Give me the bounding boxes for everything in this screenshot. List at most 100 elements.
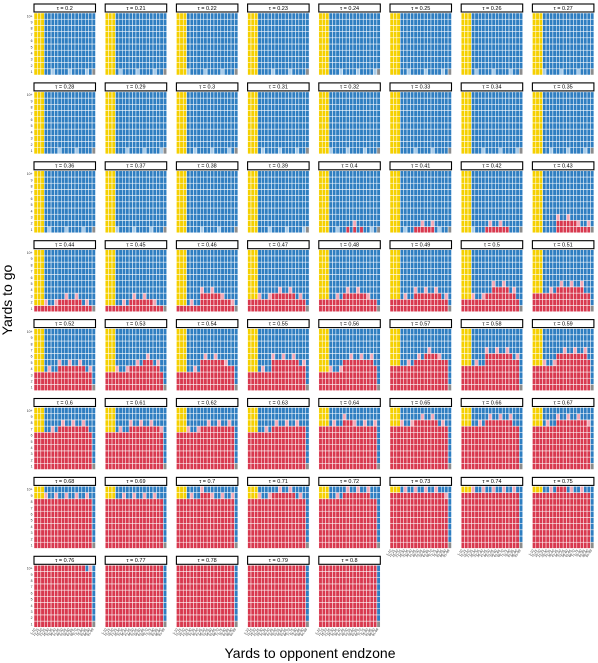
heatmap-tile (37, 141, 42, 148)
heatmap-tile (220, 128, 225, 136)
heatmap-tile (291, 170, 296, 178)
heatmap-tile (234, 189, 239, 196)
heatmap-tile (373, 49, 378, 57)
heatmap-tile (142, 25, 147, 32)
heatmap-tile (135, 135, 140, 142)
heatmap-tile (495, 31, 500, 39)
heatmap-tile (264, 43, 269, 51)
heatmap-tile (67, 135, 72, 142)
heatmap-tile (156, 43, 161, 51)
heatmap-tile (47, 268, 52, 275)
heatmap-tile (532, 226, 537, 234)
heatmap-tile (556, 226, 560, 234)
heatmap-tile (423, 31, 428, 39)
facet-strip (247, 3, 310, 13)
heatmap-tile (128, 110, 133, 117)
heatmap-tile (111, 147, 116, 155)
heatmap-tile (512, 147, 517, 155)
heatmap-tile (196, 274, 201, 281)
heatmap-tile (484, 201, 489, 209)
heatmap-tile (573, 18, 578, 26)
heatmap-tile (464, 226, 469, 234)
heatmap-tile (44, 274, 48, 281)
heatmap-tile (532, 49, 537, 57)
heatmap-tile (556, 12, 560, 20)
heatmap-tile (118, 56, 123, 63)
heatmap-tile (545, 220, 550, 227)
heatmap-tile (427, 122, 432, 130)
heatmap-tile (145, 37, 150, 45)
heatmap-tile (264, 182, 269, 190)
heatmap-tile (37, 43, 42, 51)
heatmap-tile (125, 12, 130, 20)
heatmap-tile (590, 182, 595, 190)
heatmap-tile (135, 12, 140, 20)
heatmap-tile (335, 68, 340, 76)
heatmap-tile (47, 18, 52, 26)
heatmap-tile (373, 110, 378, 117)
heatmap-tile (512, 12, 517, 20)
heatmap-tile (85, 207, 89, 215)
heatmap-tile (491, 18, 496, 26)
heatmap-tile (345, 18, 350, 26)
heatmap-tile (288, 91, 293, 99)
heatmap-tile (491, 182, 496, 190)
heatmap-tile (406, 207, 411, 215)
heatmap-tile (284, 97, 289, 105)
heatmap-tile (430, 135, 435, 142)
heatmap-tile (519, 110, 523, 117)
heatmap-tile (145, 43, 150, 51)
heatmap-tile (542, 135, 547, 142)
heatmap-tile (345, 43, 350, 51)
heatmap-tile (67, 220, 72, 227)
heatmap-tile (271, 56, 276, 63)
heatmap-tile (149, 268, 154, 275)
heatmap-tile (71, 97, 76, 105)
heatmap-tile (437, 207, 442, 215)
heatmap-tile (118, 170, 123, 178)
heatmap-tile (410, 37, 415, 45)
heatmap-tile (501, 31, 506, 39)
heatmap-tile (291, 43, 296, 51)
heatmap-tile (427, 141, 432, 148)
heatmap-tile (135, 299, 140, 306)
heatmap-tile (478, 220, 482, 227)
heatmap-tile (576, 220, 581, 227)
heatmap-tile (40, 141, 45, 148)
heatmap-tile (145, 110, 150, 117)
heatmap-tile (271, 31, 276, 39)
heatmap-tile (37, 116, 42, 124)
heatmap-tile (278, 226, 283, 234)
heatmap-tile (332, 213, 337, 221)
heatmap-tile (413, 122, 418, 130)
heatmap-tile (552, 31, 557, 39)
heatmap-tile (359, 37, 364, 45)
heatmap-tile (559, 147, 564, 155)
heatmap-tile (128, 189, 133, 196)
heatmap-tile (142, 213, 147, 221)
heatmap-tile (81, 176, 86, 184)
heatmap-tile (271, 195, 276, 203)
heatmap-tile (182, 110, 187, 117)
heatmap-tile (501, 182, 506, 190)
facet-panel: τ = 0.42 (460, 161, 524, 234)
heatmap-tile (406, 110, 411, 117)
heatmap-tile (182, 147, 187, 155)
heatmap-tile (145, 268, 150, 275)
heatmap-tile (230, 286, 235, 294)
heatmap-tile (234, 255, 239, 263)
heatmap-tile (81, 31, 86, 39)
heatmap-tile (427, 226, 432, 234)
heatmap-tile (139, 18, 144, 26)
heatmap-tile (335, 110, 340, 117)
heatmap-tile (139, 56, 144, 63)
heatmap-tile (556, 25, 560, 32)
heatmap-tile (71, 299, 76, 306)
heatmap-tile (274, 56, 279, 63)
heatmap-tile (519, 141, 523, 148)
heatmap-tile (210, 195, 215, 203)
heatmap-tile (464, 213, 469, 221)
facet-strip-label: τ = 0.44 (55, 243, 74, 249)
heatmap-tile (267, 213, 272, 221)
heatmap-tile (223, 25, 228, 32)
